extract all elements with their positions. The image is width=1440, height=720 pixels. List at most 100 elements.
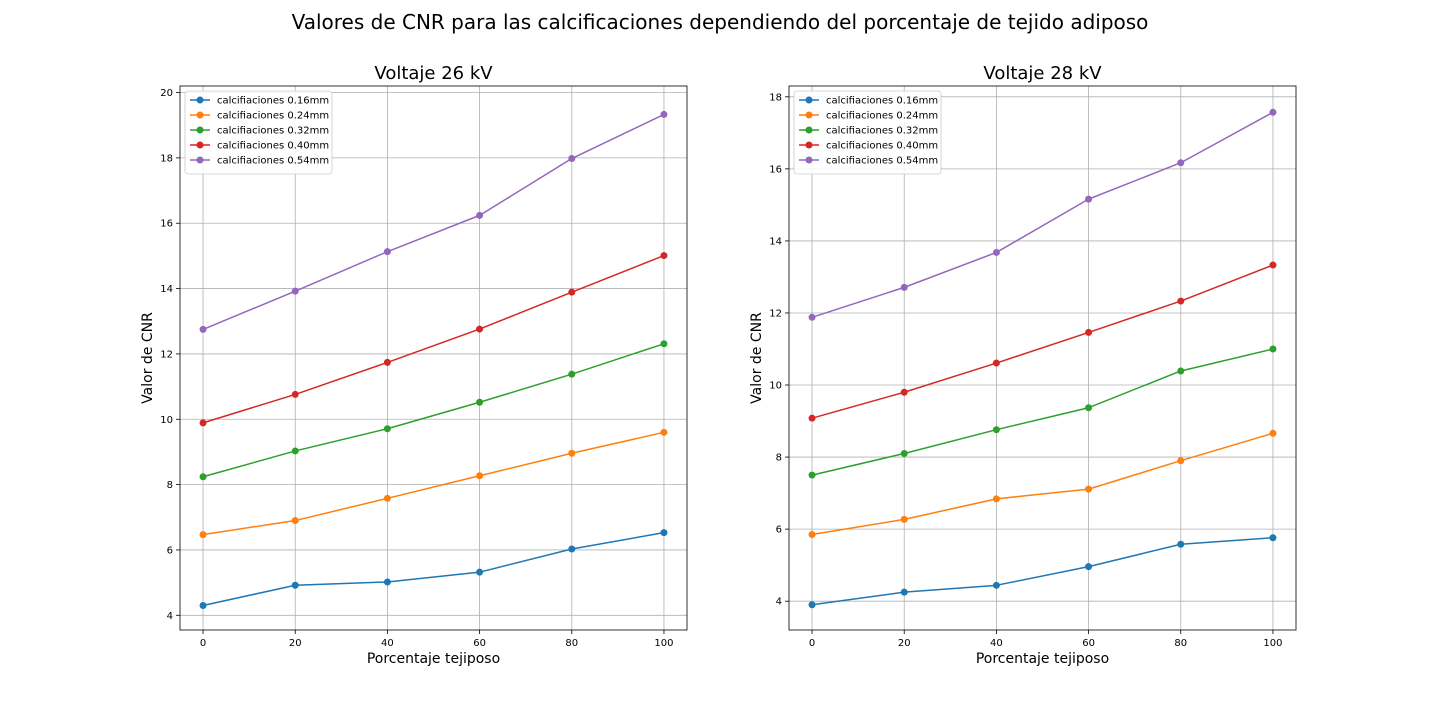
- data-point: [291, 287, 299, 295]
- x-tick-label: 80: [565, 638, 578, 649]
- data-point: [568, 449, 576, 457]
- data-point: [1085, 328, 1093, 336]
- data-point: [1177, 540, 1185, 548]
- data-point: [1269, 261, 1277, 269]
- data-point: [1269, 429, 1277, 437]
- legend-label: calcifiaciones 0.32mm: [217, 126, 329, 137]
- data-point: [568, 545, 576, 553]
- legend-swatch-marker: [196, 111, 204, 119]
- y-tick-label: 4: [167, 611, 173, 622]
- y-tick-label: 8: [167, 480, 173, 491]
- y-axis-label: Valor de CNR: [749, 312, 765, 404]
- data-point: [1177, 159, 1185, 167]
- legend-swatch-marker: [805, 141, 813, 149]
- data-point: [291, 581, 299, 589]
- legend-box: [793, 90, 942, 175]
- series-line-5: [202, 113, 665, 331]
- data-point: [1085, 195, 1093, 203]
- data-point: [1269, 534, 1277, 542]
- chart-title: Voltaje 28 kV: [983, 63, 1102, 84]
- y-tick-label: 12: [160, 349, 173, 360]
- x-tick-label: 0: [200, 638, 206, 649]
- legend-label: calcifiaciones 0.16mm: [826, 96, 938, 107]
- chart-title: Voltaje 26 kV: [374, 63, 493, 84]
- data-point: [383, 358, 391, 366]
- y-tick-label: 10: [160, 415, 173, 426]
- axes-frame: [179, 85, 688, 631]
- data-point: [1085, 404, 1093, 412]
- series-line-2: [811, 432, 1274, 536]
- data-point: [900, 515, 908, 523]
- legend: calcifiaciones 0.16mm calcifiaciones 0.24…: [793, 90, 942, 175]
- data-point: [199, 419, 207, 427]
- data-point: [476, 211, 484, 219]
- legend-swatch-marker: [196, 96, 204, 104]
- legend-label: calcifiaciones 0.54mm: [826, 156, 938, 167]
- data-point: [660, 529, 668, 537]
- legend-swatch-marker: [196, 156, 204, 164]
- x-tick-label: 100: [1263, 638, 1282, 649]
- legend-label: calcifiaciones 0.16mm: [217, 96, 329, 107]
- chart-panel-2: 0 20 40 60 80 100 4 6 8 10 12 14 16 18 Voltaje 28 kV Po…: [749, 63, 1297, 667]
- data-point: [900, 449, 908, 457]
- data-point: [476, 398, 484, 406]
- data-point: [808, 531, 816, 539]
- data-point: [199, 325, 207, 333]
- y-tick-label: 12: [769, 308, 782, 319]
- data-point: [900, 283, 908, 291]
- data-point: [476, 472, 484, 480]
- data-point: [660, 340, 668, 348]
- legend: calcifiaciones 0.16mm calcifiaciones 0.24…: [184, 90, 333, 175]
- y-tick-label: 16: [160, 219, 173, 230]
- data-point: [992, 359, 1000, 367]
- y-tick-label: 14: [160, 284, 173, 295]
- y-tick-label: 18: [769, 92, 782, 103]
- x-tick-label: 40: [381, 638, 394, 649]
- y-tick-label: 14: [769, 236, 782, 247]
- data-point: [568, 288, 576, 296]
- x-axis-label: Porcentaje tejiposo: [976, 651, 1109, 667]
- data-point: [383, 248, 391, 256]
- data-point: [199, 601, 207, 609]
- y-tick-label: 10: [769, 381, 782, 392]
- chart-panel-1: 0 20 40 60 80 100 4 6 8 10 12 14 16 18 20 Voltaje 26 kV…: [140, 63, 688, 667]
- data-point: [660, 110, 668, 118]
- y-tick-label: 6: [776, 525, 782, 536]
- legend-swatch-marker: [805, 96, 813, 104]
- legend-label: calcifiaciones 0.32mm: [826, 126, 938, 137]
- series-line-1: [811, 537, 1274, 606]
- data-point: [383, 494, 391, 502]
- legend-swatch-marker: [196, 141, 204, 149]
- legend-label: calcifiaciones 0.40mm: [217, 141, 329, 152]
- data-point: [808, 601, 816, 609]
- figure-suptitle: Valores de CNR para las calcificaciones …: [291, 10, 1149, 34]
- data-point: [808, 414, 816, 422]
- data-point: [1177, 367, 1185, 375]
- y-tick-label: 18: [160, 153, 173, 164]
- legend-swatch-marker: [805, 156, 813, 164]
- data-point: [383, 578, 391, 586]
- y-tick-label: 20: [160, 88, 173, 99]
- legend-swatch-marker: [196, 126, 204, 134]
- data-point: [808, 471, 816, 479]
- legend-label: calcifiaciones 0.24mm: [826, 111, 938, 122]
- data-point: [199, 531, 207, 539]
- series-line-3: [202, 343, 665, 478]
- data-point: [291, 390, 299, 398]
- x-tick-label: 80: [1174, 638, 1187, 649]
- data-point: [992, 426, 1000, 434]
- data-point: [568, 370, 576, 378]
- data-point: [992, 248, 1000, 256]
- legend-swatch-marker: [805, 126, 813, 134]
- data-point: [476, 568, 484, 576]
- data-point: [992, 495, 1000, 503]
- data-point: [660, 428, 668, 436]
- legend-label: calcifiaciones 0.40mm: [826, 141, 938, 152]
- data-point: [1269, 108, 1277, 116]
- series-line-5: [811, 111, 1274, 319]
- data-point: [992, 581, 1000, 589]
- x-tick-label: 20: [289, 638, 302, 649]
- legend-box: [184, 90, 333, 175]
- data-point: [900, 588, 908, 596]
